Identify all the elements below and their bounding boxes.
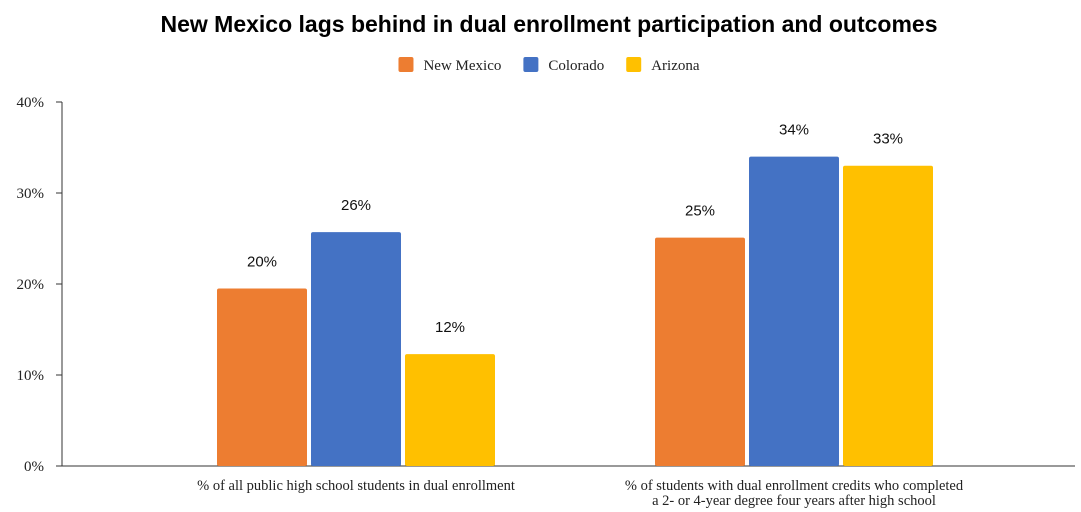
data-label: 25% [685, 203, 715, 220]
data-label: 33% [873, 131, 903, 148]
legend-entry: Colorado [523, 57, 604, 74]
bar-arizona [843, 165, 933, 466]
legend-entry: Arizona [626, 57, 700, 74]
legend-label: Arizona [651, 58, 700, 74]
data-label: 12% [435, 319, 465, 336]
chart-title: New Mexico lags behind in dual enrollmen… [160, 11, 937, 37]
y-tick-label: 0% [24, 459, 44, 475]
bar-new-mexico [655, 237, 745, 466]
data-label: 20% [247, 254, 277, 271]
legend-label: Colorado [548, 58, 604, 74]
data-labels: 20% 26% 12% 25% 34% 33% [247, 122, 903, 336]
category-label: a 2- or 4-year degree four years after h… [652, 493, 936, 509]
legend: New Mexico Colorado Arizona [398, 57, 700, 74]
category-label: % of students with dual enrollment credi… [625, 478, 964, 494]
bar-new-mexico [217, 288, 307, 466]
legend-swatch [398, 57, 414, 72]
category-label: % of all public high school students in … [197, 478, 515, 494]
data-label: 26% [341, 197, 371, 214]
bars [217, 156, 933, 466]
data-label: 34% [779, 122, 809, 139]
y-tick-label: 30% [17, 186, 45, 202]
legend-swatch [523, 57, 539, 72]
y-tick-label: 40% [17, 95, 45, 111]
legend-label: New Mexico [423, 58, 501, 74]
y-tick-label: 20% [17, 277, 45, 293]
bar-arizona [405, 354, 495, 466]
legend-entry: New Mexico [398, 57, 501, 74]
bar-colorado [311, 232, 401, 466]
category-labels: % of all public high school students in … [197, 478, 964, 509]
y-tick-label: 10% [17, 368, 45, 384]
bar-colorado [749, 156, 839, 466]
legend-swatch [626, 57, 642, 72]
